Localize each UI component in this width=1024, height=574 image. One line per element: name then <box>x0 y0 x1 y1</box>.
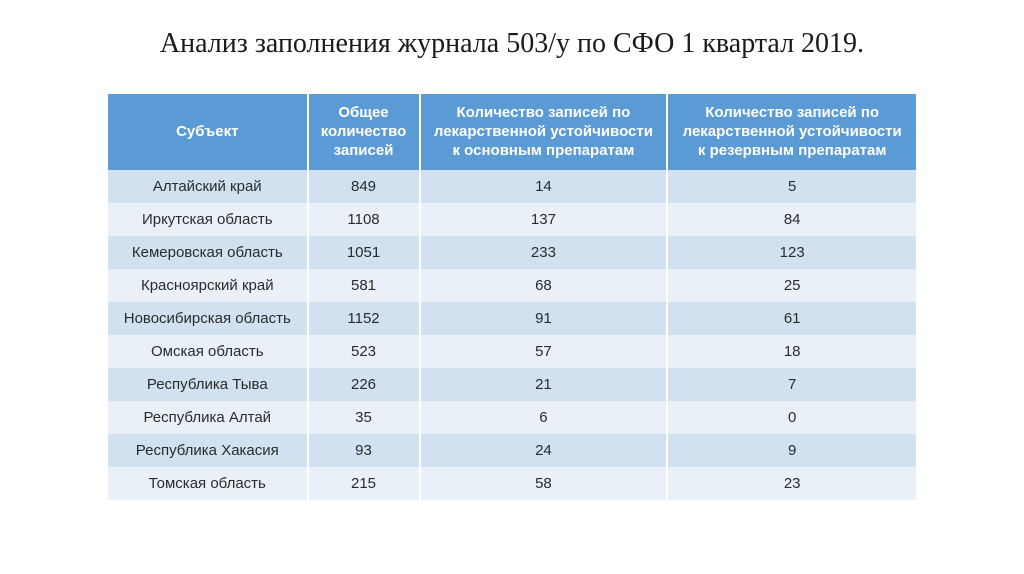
cell-main: 14 <box>421 170 669 203</box>
table-row: Омская область5235718 <box>108 335 916 368</box>
cell-reserve: 23 <box>668 467 916 500</box>
cell-main: 233 <box>421 236 669 269</box>
cell-subject: Алтайский край <box>108 170 309 203</box>
cell-main: 91 <box>421 302 669 335</box>
cell-main: 6 <box>421 401 669 434</box>
cell-subject: Красноярский край <box>108 269 309 302</box>
table-row: Республика Алтай3560 <box>108 401 916 434</box>
cell-subject: Республика Хакасия <box>108 434 309 467</box>
cell-main: 58 <box>421 467 669 500</box>
col-header-subject: Субъект <box>108 94 309 170</box>
cell-main: 21 <box>421 368 669 401</box>
table-row: Новосибирская область11529161 <box>108 302 916 335</box>
cell-main: 57 <box>421 335 669 368</box>
cell-total: 849 <box>309 170 421 203</box>
table-row: Томская область2155823 <box>108 467 916 500</box>
cell-total: 215 <box>309 467 421 500</box>
cell-reserve: 61 <box>668 302 916 335</box>
cell-subject: Иркутская область <box>108 203 309 236</box>
slide: Анализ заполнения журнала 503/у по СФО 1… <box>0 0 1024 574</box>
cell-total: 523 <box>309 335 421 368</box>
cell-total: 581 <box>309 269 421 302</box>
table-row: Республика Тыва226217 <box>108 368 916 401</box>
cell-subject: Омская область <box>108 335 309 368</box>
page-title: Анализ заполнения журнала 503/у по СФО 1… <box>48 28 976 60</box>
cell-total: 1051 <box>309 236 421 269</box>
table-row: Красноярский край5816825 <box>108 269 916 302</box>
cell-total: 226 <box>309 368 421 401</box>
col-header-main: Количество записей по лекарственной усто… <box>421 94 669 170</box>
table-container: Субъект Общее количество записей Количес… <box>48 94 976 500</box>
table-row: Республика Хакасия93249 <box>108 434 916 467</box>
data-table: Субъект Общее количество записей Количес… <box>108 94 916 500</box>
col-header-total: Общее количество записей <box>309 94 421 170</box>
cell-reserve: 84 <box>668 203 916 236</box>
cell-reserve: 7 <box>668 368 916 401</box>
cell-reserve: 5 <box>668 170 916 203</box>
table-header-row: Субъект Общее количество записей Количес… <box>108 94 916 170</box>
table-row: Иркутская область110813784 <box>108 203 916 236</box>
cell-total: 1108 <box>309 203 421 236</box>
cell-main: 137 <box>421 203 669 236</box>
table-row: Алтайский край849145 <box>108 170 916 203</box>
col-header-reserve: Количество записей по лекарственной усто… <box>668 94 916 170</box>
table-row: Кемеровская область1051233123 <box>108 236 916 269</box>
cell-reserve: 9 <box>668 434 916 467</box>
cell-subject: Кемеровская область <box>108 236 309 269</box>
cell-reserve: 18 <box>668 335 916 368</box>
cell-subject: Новосибирская область <box>108 302 309 335</box>
cell-subject: Республика Тыва <box>108 368 309 401</box>
cell-main: 24 <box>421 434 669 467</box>
cell-reserve: 25 <box>668 269 916 302</box>
cell-subject: Республика Алтай <box>108 401 309 434</box>
cell-main: 68 <box>421 269 669 302</box>
cell-reserve: 0 <box>668 401 916 434</box>
cell-total: 1152 <box>309 302 421 335</box>
cell-reserve: 123 <box>668 236 916 269</box>
cell-total: 35 <box>309 401 421 434</box>
cell-subject: Томская область <box>108 467 309 500</box>
cell-total: 93 <box>309 434 421 467</box>
